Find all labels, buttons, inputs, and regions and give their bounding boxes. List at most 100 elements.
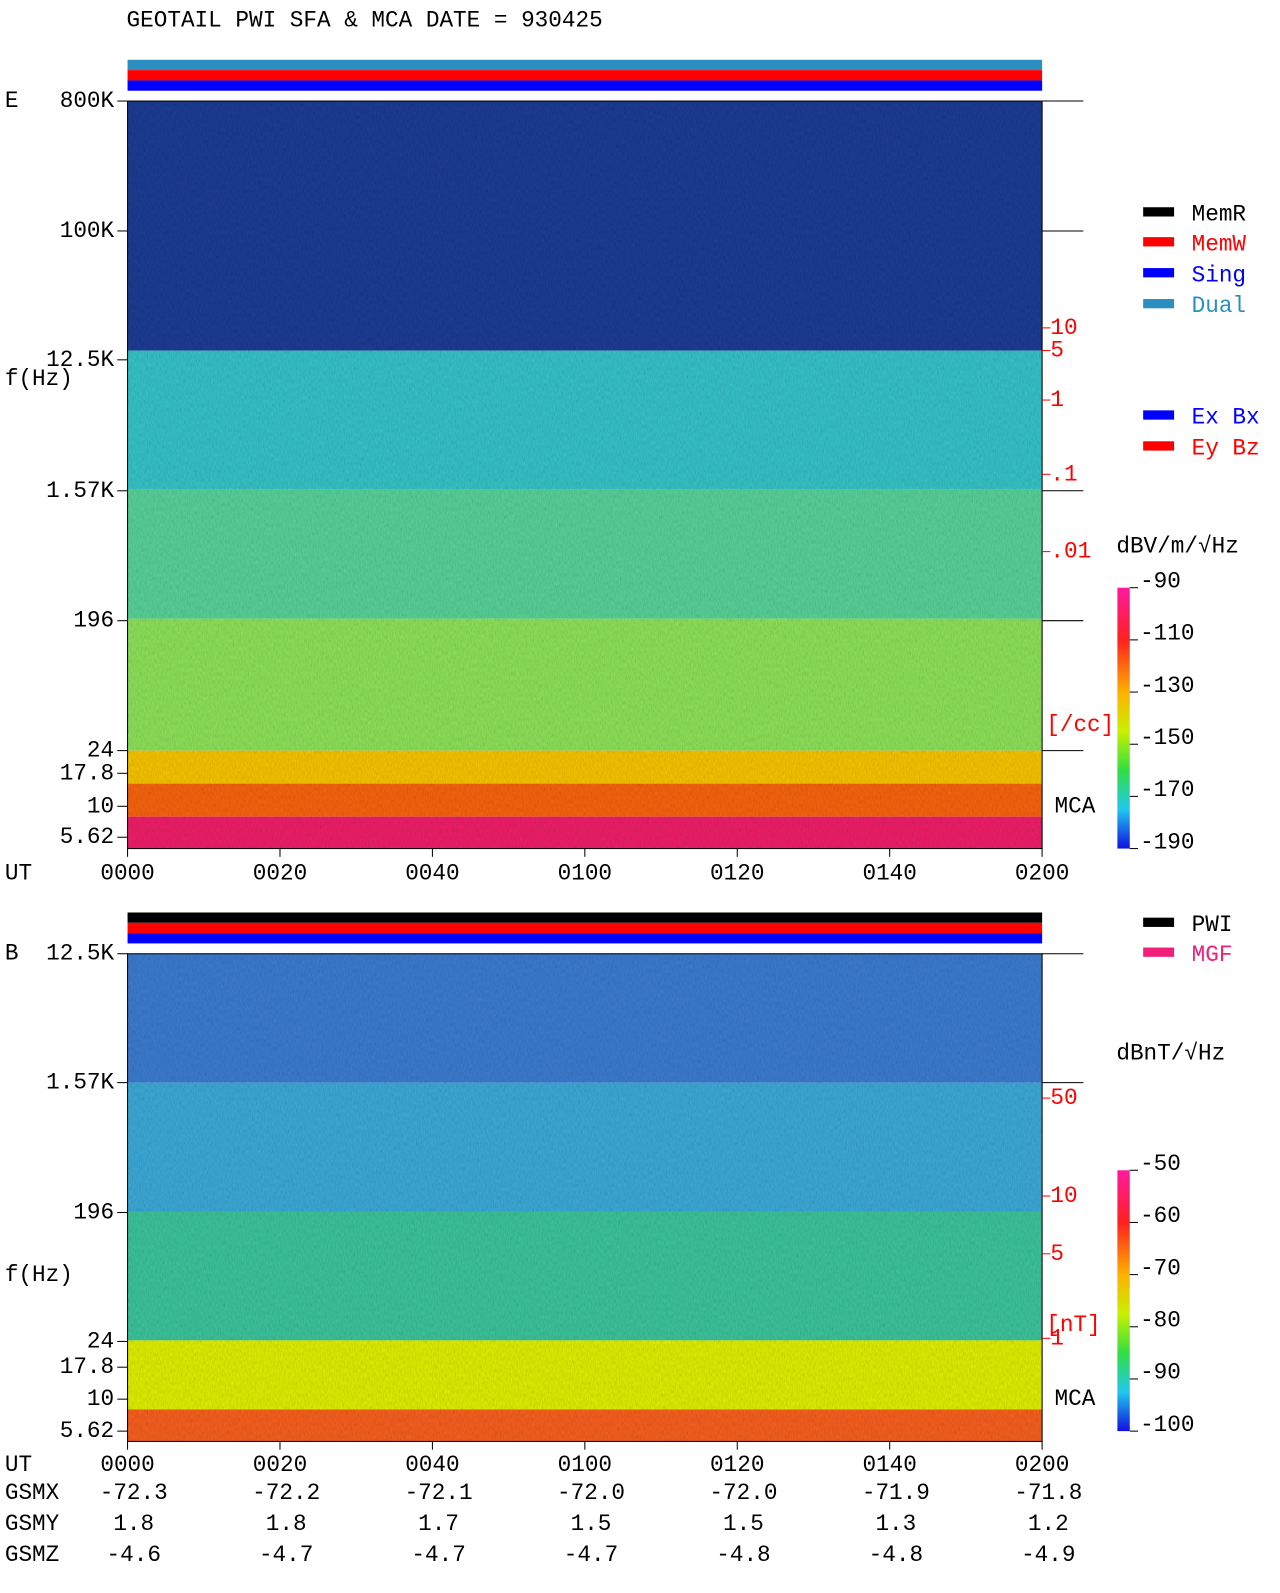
legend-swatch [1143,441,1175,451]
legend-label: Sing [1192,262,1246,288]
status-bar [127,59,1043,71]
orbit-value: -4.6 [107,1542,161,1568]
legend-label: MemW [1192,231,1247,257]
spectrogram [127,953,1043,1442]
y-tick-label: 1.57K [46,478,114,504]
legend-swatch [1143,237,1175,247]
x-tick-label: 0140 [862,1452,916,1478]
orbit-label: GSMX [5,1480,60,1506]
colorbar-tick-label: -150 [1140,725,1194,751]
orbit-value: 1.8 [113,1511,154,1537]
orbit-value: -71.9 [862,1480,930,1506]
orbit-value: -4.7 [411,1542,465,1568]
right-tick-label: 1 [1050,387,1064,413]
x-tick-label: 0140 [862,860,916,886]
x-tick-label: 0020 [253,860,307,886]
x-tick-label: 0120 [710,860,764,886]
y-axis-label: f(Hz) [5,1262,73,1288]
y-tick-label: 1.57K [46,1070,114,1096]
x-tick-label: 0100 [558,860,612,886]
right-tick-label: .01 [1050,539,1091,565]
x-tick-label: 0040 [405,860,459,886]
x-tick-label: 0200 [1015,860,1069,886]
legend-label: Ex Bx [1192,405,1260,431]
spectrogram-band [127,783,1043,817]
spectrogram-band [127,618,1043,751]
right-unit: [nT] [1046,1312,1100,1338]
spectrogram-band [127,1340,1043,1410]
spectrogram-band [127,1082,1043,1212]
spectrogram [127,101,1043,849]
content: Ef(Hz)800K100K12.5K1.57K1962417.8105.620… [5,59,1260,1568]
x-tick-label: 0120 [710,1452,764,1478]
x-tick-label: 0000 [100,1452,154,1478]
x-tick-label: 0020 [253,1452,307,1478]
legend-label: PWI [1192,912,1233,938]
spectrogram-band [127,1409,1043,1442]
x-tick-label: 0100 [558,1452,612,1478]
status-bar [127,80,1043,91]
colorbar-tick-label: -190 [1140,829,1194,855]
orbit-value: 1.5 [571,1511,612,1537]
right-tick-label: 5 [1050,1241,1064,1267]
colorbar-tick-label: -130 [1140,673,1194,699]
y-tick-label: 10 [87,1386,114,1412]
orbit-value: -72.0 [557,1480,625,1506]
legend-swatch [1143,207,1175,217]
colorbar-tick-label: -170 [1140,777,1194,803]
spectrogram-band [127,953,1043,1083]
right-tick-label: .1 [1050,461,1077,487]
x-tick-label: 0000 [100,860,154,886]
y-tick-label: 196 [73,608,114,634]
colorbar-tick-label: -90 [1140,1360,1181,1386]
spectrogram-band [127,816,1043,849]
orbit-value: 1.2 [1028,1511,1069,1537]
orbit-label: GSMZ [5,1542,59,1568]
y-tick-label: 100K [60,218,115,244]
colorbar-unit: dBV/m/√Hz [1116,533,1238,559]
panel-label: E [5,88,19,114]
orbit-value: -71.8 [1014,1480,1082,1506]
orbit-value: -72.0 [709,1480,777,1506]
orbit-value: 1.3 [875,1511,916,1537]
colorbar-tick-label: -100 [1140,1412,1194,1438]
legend-label: MemR [1192,201,1247,227]
orbit-value: -4.7 [564,1542,618,1568]
colorbar [1117,587,1130,849]
legend-swatch [1143,917,1175,927]
x-axis-label: UT [5,1452,32,1478]
spectrogram-band [127,750,1043,784]
status-bar [127,912,1043,923]
colorbar-tick-label: -80 [1140,1308,1181,1334]
orbit-value: -72.1 [405,1480,473,1506]
right-unit: [/cc] [1046,712,1114,738]
spectrogram-band [127,101,1043,351]
legend-swatch [1143,268,1175,278]
x-tick-label: 0040 [405,1452,459,1478]
mca-label: MCA [1054,793,1095,819]
orbit-value: -4.7 [259,1542,313,1568]
y-tick-label: 12.5K [46,347,114,373]
panel-label: B [5,941,19,967]
y-tick-label: 5.62 [60,824,114,850]
legend-swatch [1143,299,1175,309]
y-tick-label: 24 [87,738,114,764]
y-tick-label: 24 [87,1328,114,1354]
title: GEOTAIL PWI SFA & MCA DATE = 930425 [127,8,603,34]
y-tick-label: 12.5K [46,941,114,967]
colorbar-tick-label: -90 [1140,569,1181,595]
right-tick-label: 5 [1050,338,1064,364]
orbit-value: 1.7 [418,1511,459,1537]
status-bar [127,70,1043,81]
right-tick-label: 1 [1050,1325,1064,1351]
legend-label: MGF [1192,942,1233,968]
x-tick-label: 0200 [1015,1452,1069,1478]
colorbar-tick-label: -60 [1140,1203,1181,1229]
orbit-value: -4.8 [869,1542,923,1568]
colorbar-tick-label: -50 [1140,1151,1181,1177]
spectrogram-band [127,1211,1043,1341]
colorbar-tick-label: -70 [1140,1255,1181,1281]
legend-swatch [1143,410,1175,420]
right-tick-label: 50 [1050,1085,1077,1111]
